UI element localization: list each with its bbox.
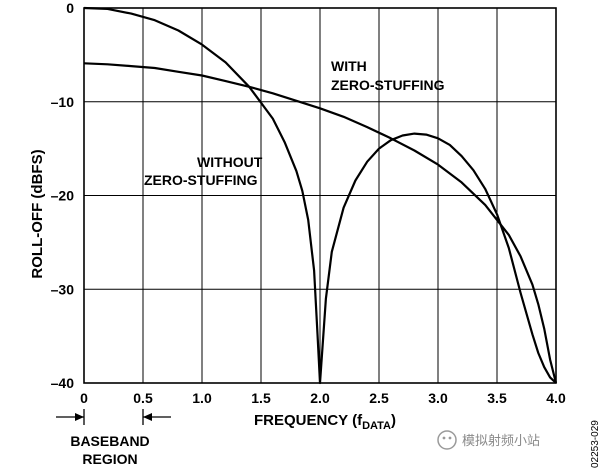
tick-labels: 0 0.5 1.0 1.5 2.0 2.5 3.0 3.5 4.0 0 –10 –20 –30 –40 bbox=[51, 0, 566, 406]
watermark-text: 模拟射频小站 bbox=[462, 433, 540, 449]
x-tick-label: 3.0 bbox=[428, 390, 448, 406]
baseband-label-line2: REGION bbox=[82, 451, 137, 467]
x-tick-label: 2.0 bbox=[310, 390, 330, 406]
y-tick-label: 0 bbox=[66, 0, 74, 16]
y-tick-label: –10 bbox=[51, 94, 75, 110]
y-tick-label: –40 bbox=[51, 375, 75, 391]
x-tick-label: 1.5 bbox=[251, 390, 271, 406]
y-tick-label: –30 bbox=[51, 281, 75, 297]
x-tick-label: 3.5 bbox=[487, 390, 507, 406]
y-axis-label: ROLL-OFF (dBFS) bbox=[29, 149, 46, 278]
series-line-without-zero-stuffing bbox=[83, 6, 557, 385]
y-tick-label: –20 bbox=[51, 188, 75, 204]
figure-id: 02253-029 bbox=[590, 420, 601, 468]
annotation-with-line2: ZERO-STUFFING bbox=[331, 77, 445, 93]
x-axis-label-close: ) bbox=[391, 412, 396, 429]
series-layer bbox=[83, 6, 558, 385]
baseband-bracket bbox=[56, 409, 171, 425]
x-axis-label: FREQUENCY (fDATA) bbox=[254, 412, 396, 432]
annotation-without-line1: WITHOUT bbox=[197, 154, 263, 170]
x-tick-label: 2.5 bbox=[369, 390, 389, 406]
x-tick-label: 4.0 bbox=[546, 390, 566, 406]
baseband-label-line1: BASEBAND bbox=[70, 433, 149, 449]
annotation-with-line1: WITH bbox=[331, 58, 367, 74]
bracket-arrowhead-right bbox=[143, 413, 152, 421]
watermark: 模拟射频小站 bbox=[437, 430, 540, 450]
x-axis-label-sub: DATA bbox=[362, 420, 391, 432]
series-line-with-zero-stuffing bbox=[83, 62, 558, 384]
annotation-without-line2: ZERO-STUFFING bbox=[144, 172, 258, 188]
wechat-icon bbox=[437, 430, 457, 450]
x-tick-label: 0.5 bbox=[133, 390, 153, 406]
x-tick-label: 1.0 bbox=[192, 390, 212, 406]
bracket-arrowhead-left bbox=[75, 413, 84, 421]
x-tick-label: 0 bbox=[80, 390, 88, 406]
x-axis-label-main: FREQUENCY (f bbox=[254, 412, 363, 429]
grid bbox=[84, 8, 556, 383]
